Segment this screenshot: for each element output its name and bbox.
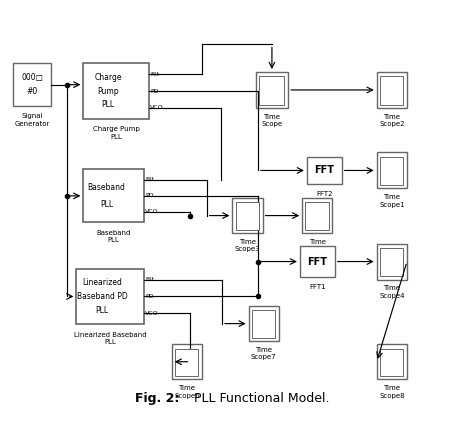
Bar [380,349,403,376]
Bar [249,306,279,341]
Bar [377,244,407,280]
Bar [380,76,403,105]
Text: Time
Scope6: Time Scope6 [174,385,200,399]
Text: Baseband
PLL: Baseband PLL [96,230,131,244]
Bar [377,72,407,108]
Bar [305,203,329,229]
Text: PD: PD [145,194,154,198]
Bar [380,157,403,185]
Text: FFT2: FFT2 [316,191,333,197]
Text: Time
Scope5: Time Scope5 [305,239,330,252]
Bar [83,169,144,222]
Text: Fig. 2:: Fig. 2: [135,391,179,404]
Bar [83,64,148,118]
Text: 000□: 000□ [21,73,43,82]
Bar [377,152,407,188]
Bar [302,198,332,233]
Bar [172,344,202,379]
Text: PD: PD [145,294,154,299]
Text: FFT: FFT [314,165,334,175]
Text: VCO: VCO [145,311,159,315]
Text: #0: #0 [27,87,38,96]
Text: Filt: Filt [150,72,159,77]
Text: Time
Scope: Time Scope [261,114,283,127]
Bar [259,76,284,105]
Bar [380,248,403,276]
Text: Linearized: Linearized [82,278,122,287]
Text: VCO: VCO [145,209,159,214]
Text: Charge: Charge [94,73,122,82]
Bar [175,349,198,376]
Text: Charge Pump
PLL: Charge Pump PLL [92,126,139,140]
Text: Baseband: Baseband [87,183,125,191]
Text: PLL: PLL [101,100,115,109]
Text: Time
Scope2: Time Scope2 [379,114,405,127]
Text: Time
Scope3: Time Scope3 [235,239,260,252]
Text: PD: PD [150,89,158,93]
Text: PLL Functional Model.: PLL Functional Model. [190,391,329,404]
Text: VCO: VCO [150,105,164,110]
Text: Pump: Pump [97,86,119,95]
Bar [255,72,288,108]
Text: Filt: Filt [145,178,155,182]
Bar [307,157,342,184]
Bar [232,198,263,233]
Bar [377,344,407,379]
Text: FFT: FFT [307,257,328,267]
Text: FFT1: FFT1 [309,284,326,290]
Text: Filt: Filt [145,277,155,283]
Bar [76,269,144,324]
Text: Time
Scope8: Time Scope8 [379,385,405,399]
Bar [236,203,259,229]
Text: PLL: PLL [95,306,109,315]
Text: Signal
Generator: Signal Generator [14,114,50,127]
Bar [13,64,51,106]
Text: Baseband PD: Baseband PD [77,292,128,301]
Text: Time
Scope7: Time Scope7 [251,347,277,360]
Bar [300,246,335,277]
Text: Time
Scope4: Time Scope4 [379,286,405,299]
Text: Time
Scope1: Time Scope1 [379,194,405,208]
Text: Linearized Baseband
PLL: Linearized Baseband PLL [74,332,146,345]
Bar [252,311,275,337]
Text: PLL: PLL [100,200,113,209]
